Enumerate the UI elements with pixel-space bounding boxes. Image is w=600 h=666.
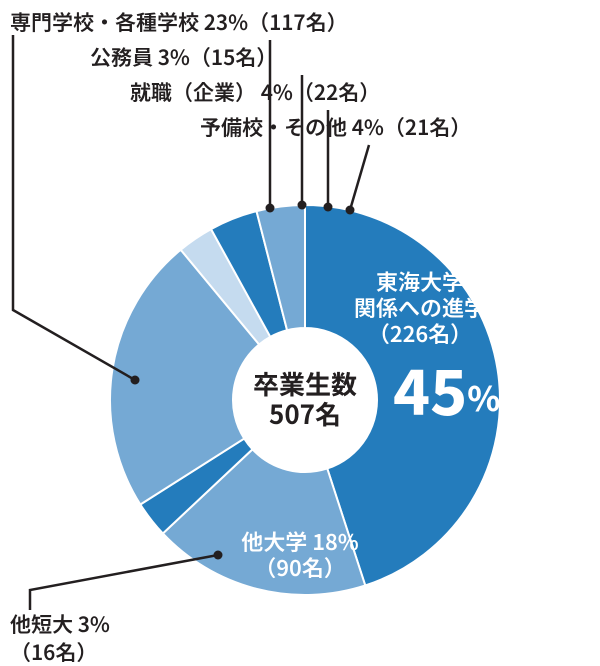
leader-dot [131, 376, 140, 385]
label-other_jc-1: 他短大 3% [10, 609, 110, 639]
label-shushoku: 就職（企業） 4%（22名） [130, 77, 380, 107]
career-path-pie-chart: 卒業生数507名東海大学関係への進学（226名）45%他大学 18%（90名）専… [0, 0, 600, 666]
leader-dot [298, 201, 307, 210]
other-univ-count: （90名） [254, 551, 346, 583]
leader-dot [214, 551, 223, 560]
label-yobiko: 予備校・その他 4%（21名） [200, 112, 471, 142]
label-other_jc-2: （16名） [10, 637, 97, 666]
label-senmon: 専門学校・各種学校 23%（117名） [10, 7, 348, 37]
leader-dot [346, 206, 355, 215]
leader-dot [324, 203, 333, 212]
leader-dot [266, 204, 275, 213]
center-label-line2: 507名 [269, 395, 341, 432]
label-komuin: 公務員 3%（15名） [90, 42, 277, 72]
